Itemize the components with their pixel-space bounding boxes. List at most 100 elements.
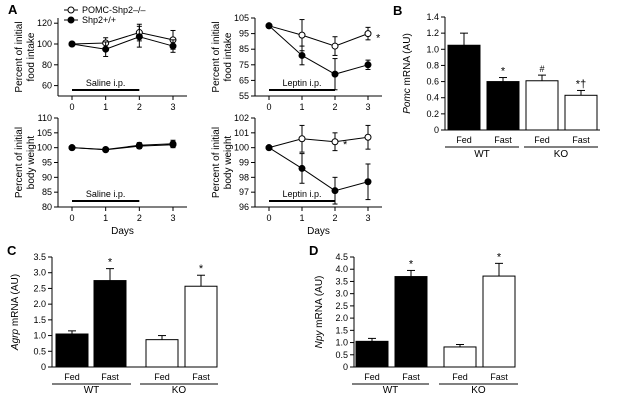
x-tick-label: 0 (266, 213, 271, 223)
series-line (268, 25, 369, 47)
data-point (364, 30, 372, 38)
data-point (331, 138, 339, 146)
y-axis-unit: mRNA (AU) (10, 274, 21, 329)
x-tick-label: 2 (332, 213, 337, 223)
bar (145, 339, 179, 368)
y-axis-label: Percent of initial (14, 127, 25, 198)
data-point (331, 187, 339, 195)
y-tick-label: 3.5 (335, 276, 348, 286)
y-tick-label: 1.0 (426, 44, 439, 54)
bar (443, 346, 477, 368)
y-tick-label: 120 (37, 18, 52, 28)
significance-mark: * (343, 139, 348, 151)
data-point (265, 144, 273, 152)
data-point (331, 42, 339, 50)
x-tick-label: 3 (365, 213, 370, 223)
y-tick-label: 75 (239, 60, 249, 70)
series-line (71, 143, 174, 150)
significance-mark: * (199, 263, 204, 275)
significance-mark: * (501, 66, 506, 78)
bar (394, 276, 428, 368)
y-axis-label: body weight (26, 136, 37, 190)
y-tick-label: 0.6 (426, 77, 439, 87)
x-tick-label: 3 (170, 213, 175, 223)
x-tick-label: 2 (137, 102, 142, 112)
x-tick-label: Fed (534, 135, 550, 145)
data-point (298, 164, 306, 172)
y-tick-label: 96 (239, 202, 249, 212)
y-tick-label: 0.8 (426, 60, 439, 70)
panel-a-leptin-food-intake: 55 65 75 85 95 105 0 1 2 3 Percent of initial food … (211, 13, 382, 112)
y-tick-label: 3.0 (33, 268, 46, 278)
y-tick-label: 4.0 (335, 264, 348, 274)
bar (184, 285, 218, 368)
panel-label: D (309, 243, 318, 258)
significance-mark: *† (576, 78, 586, 90)
y-axis-unit: mRNA (AU) (402, 33, 413, 88)
bar (355, 340, 389, 368)
y-tick-label: 102 (234, 113, 249, 123)
x-tick-label: 0 (69, 213, 74, 223)
group-label: KO (471, 385, 486, 396)
data-point (102, 145, 110, 153)
y-tick-label: 0.4 (426, 93, 439, 103)
y-axis-label: Pomc mRNA (AU) (402, 33, 413, 114)
legend-label: POMC-Shp2–/– (82, 5, 146, 15)
y-tick-label: 1.5 (335, 325, 348, 335)
y-tick-label: 1.0 (33, 331, 46, 341)
significance-mark: * (108, 257, 113, 269)
x-tick-label: Fast (192, 372, 210, 382)
panel-b-pomc-mrna: 0 0.2 0.4 0.6 0.8 1.0 1.2 1.4 Pomc mRNA (AU) Fed *… (393, 3, 600, 160)
y-tick-label: 80 (42, 60, 52, 70)
x-tick-label: 3 (170, 102, 175, 112)
significance-mark: # (539, 64, 544, 74)
significance-mark: * (497, 251, 502, 263)
x-tick-label: 0 (266, 102, 271, 112)
bar (447, 44, 481, 131)
data-point (265, 22, 273, 30)
y-tick-label: 90 (42, 172, 52, 182)
series-line (71, 32, 174, 45)
data-point (298, 135, 306, 143)
series-line (268, 147, 369, 192)
data-point (135, 33, 143, 41)
y-tick-label: 1.5 (33, 315, 46, 325)
series-line (71, 36, 174, 50)
significance-mark: * (376, 33, 381, 45)
data-point (68, 144, 76, 152)
y-tick-label: 85 (42, 187, 52, 197)
treatment-label: Leptin i.p. (282, 189, 321, 199)
y-tick-label: 101 (234, 128, 249, 138)
y-axis-label: body weight (223, 136, 234, 190)
panel-c-agrp-mrna: 0 0.5 1.0 1.5 2.0 2.5 3.0 3.5 Agrp mRNA (AU) Fed *… (7, 243, 218, 396)
y-tick-label: 65 (239, 75, 249, 85)
x-tick-label: 2 (137, 213, 142, 223)
y-axis-label: Percent of initial (211, 21, 222, 92)
x-tick-label: Fed (154, 372, 170, 382)
panel-label: A (8, 2, 18, 17)
data-point (135, 141, 143, 149)
y-axis-label: Npy mRNA (AU) (314, 276, 325, 349)
data-point (298, 31, 306, 39)
y-tick-label: 100 (234, 143, 249, 153)
x-tick-label: 1 (299, 213, 304, 223)
series-line (268, 136, 369, 149)
bar (564, 94, 598, 131)
x-tick-label: 0 (69, 102, 74, 112)
x-tick-label: 1 (103, 213, 108, 223)
data-point (102, 45, 110, 53)
x-tick-label: Fed (64, 372, 80, 382)
data-point (298, 51, 306, 59)
y-tick-label: 110 (38, 113, 52, 123)
y-tick-label: 2.0 (335, 313, 348, 323)
y-axis-unit: mRNA (AU) (314, 276, 325, 331)
y-tick-label: 3.5 (33, 252, 46, 262)
group-label: KO (172, 385, 187, 396)
group-label: WT (474, 149, 490, 160)
x-axis-label: Days (307, 226, 330, 237)
group-label: KO (554, 149, 569, 160)
x-tick-label: Fast (402, 372, 420, 382)
legend-label: Shp2+/+ (82, 15, 116, 25)
y-tick-label: 3.0 (335, 289, 348, 299)
y-tick-label: 1.4 (426, 12, 439, 22)
